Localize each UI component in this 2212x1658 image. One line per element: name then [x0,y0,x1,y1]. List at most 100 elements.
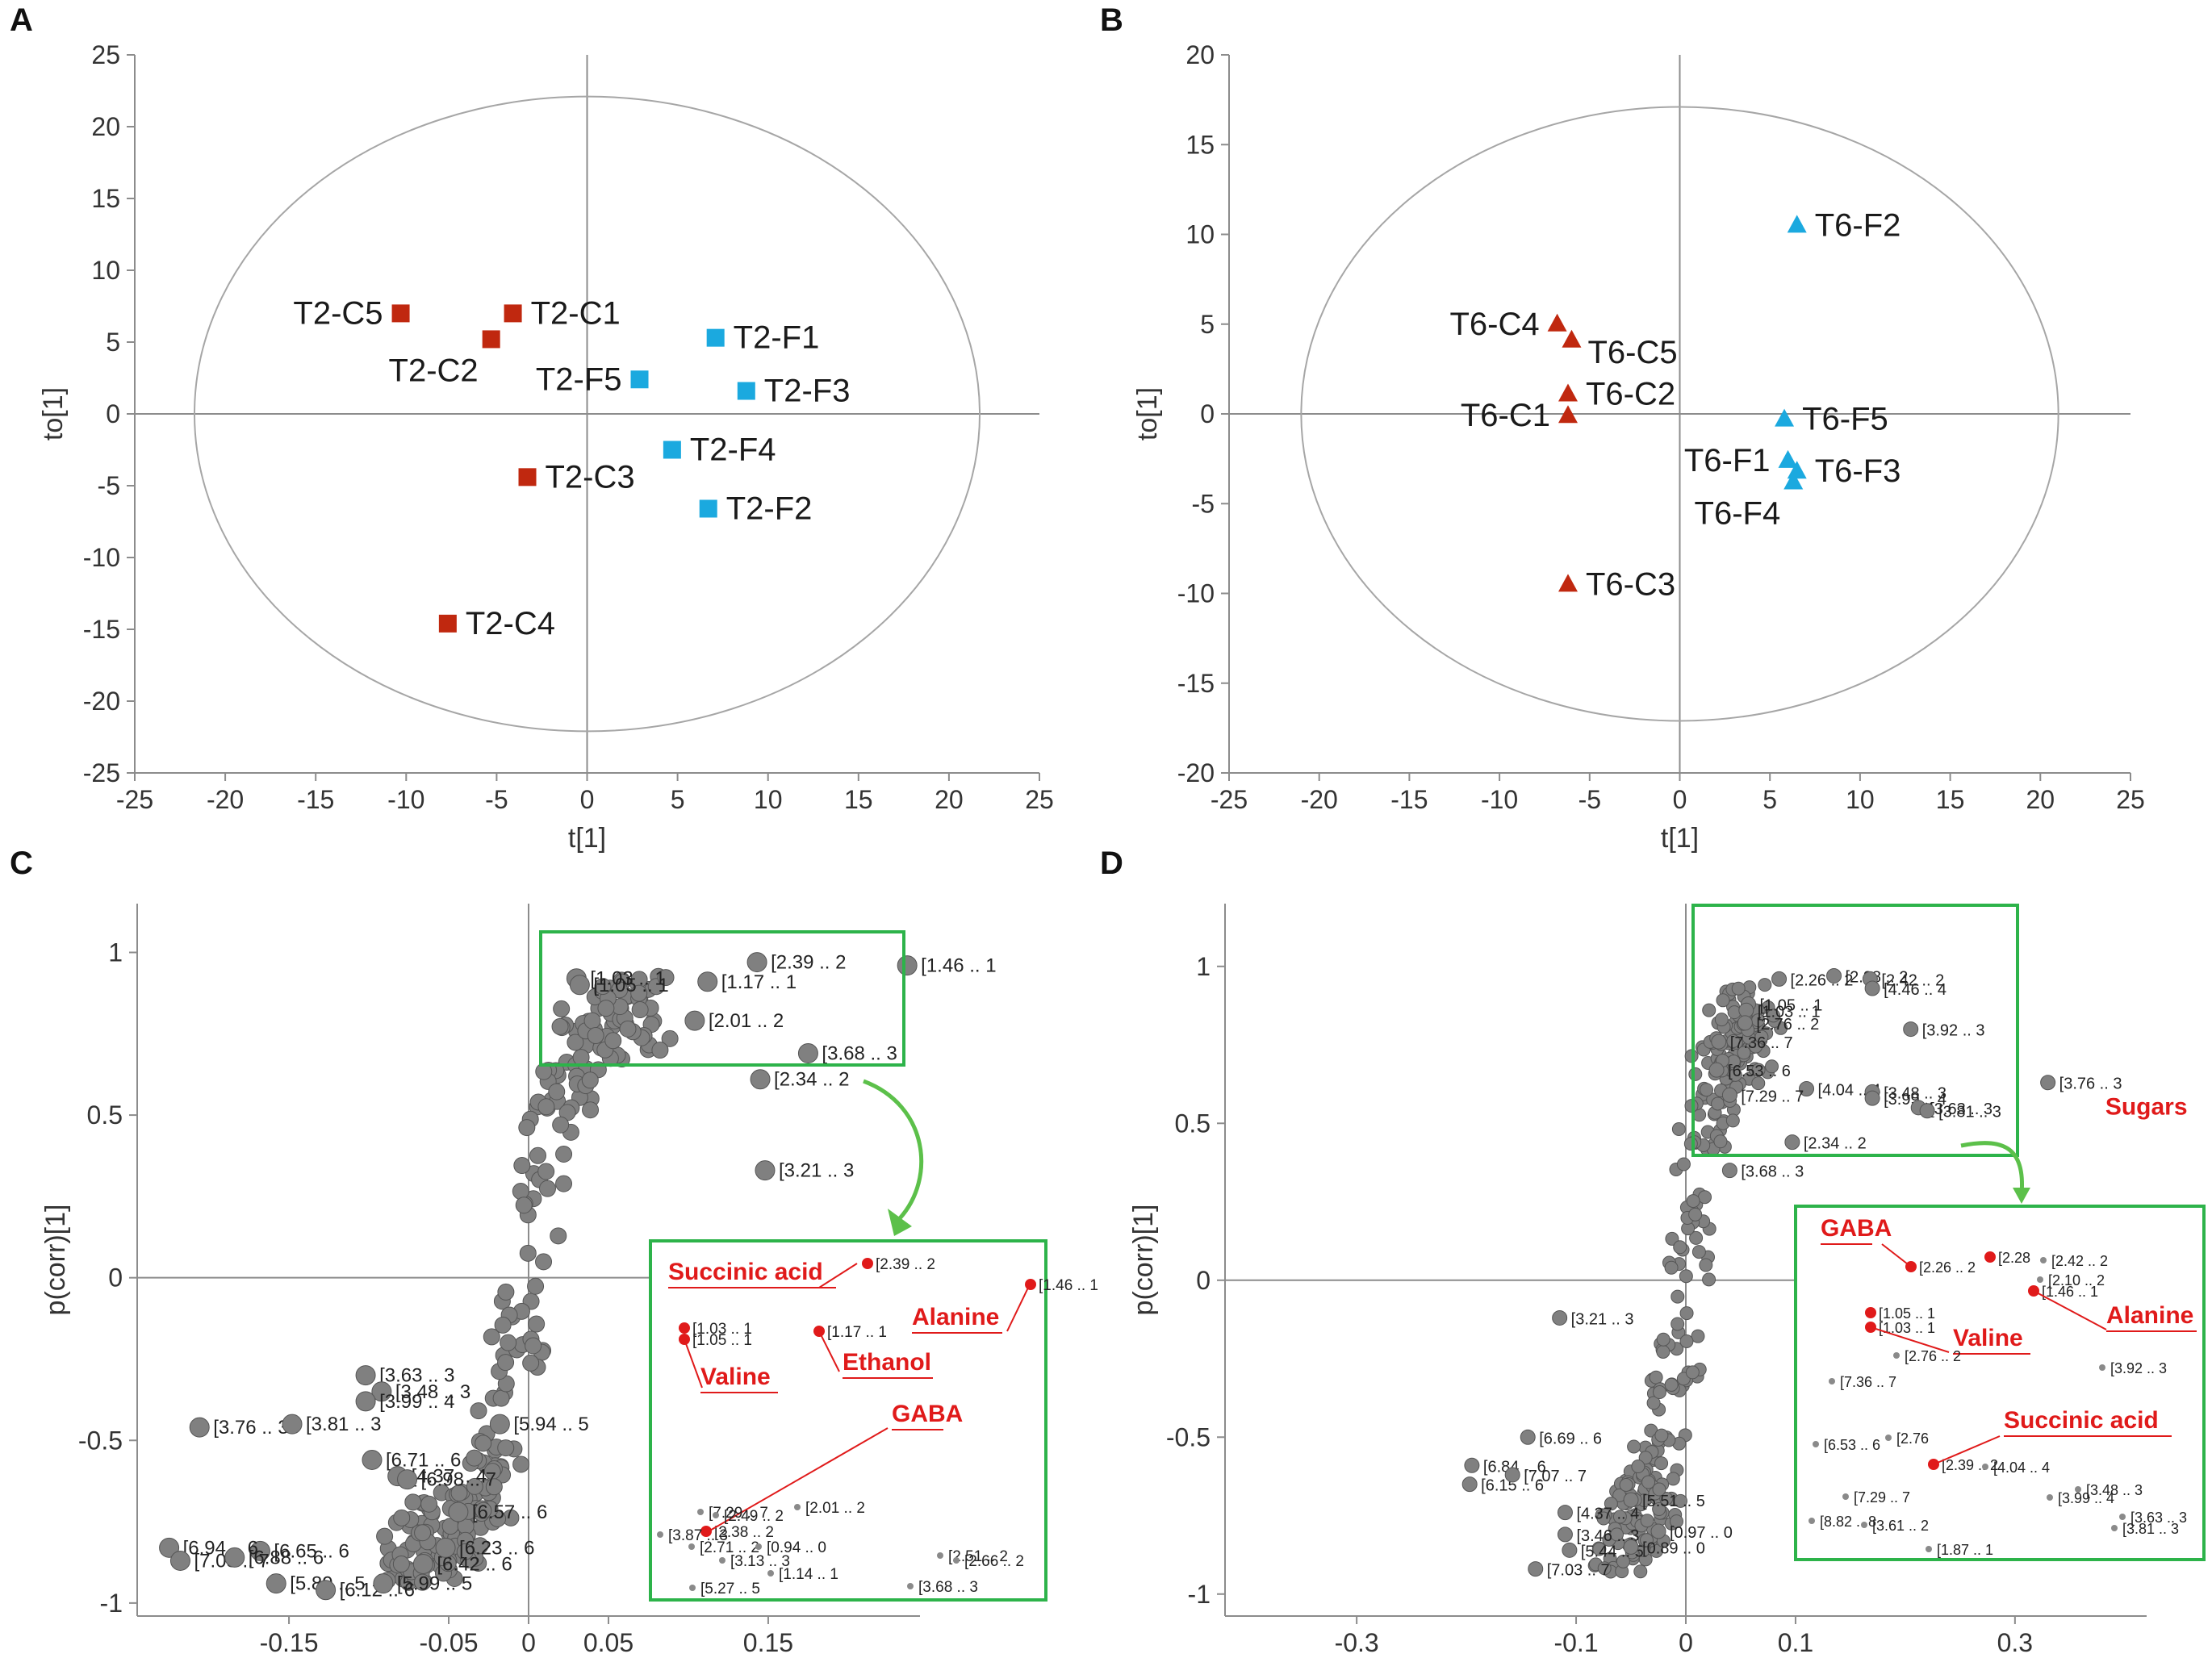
loading-point [611,981,629,999]
loading-label: [4.37 .. 4 [1576,1506,1639,1523]
inset-point-label: [2.01 .. 2 [805,1500,865,1517]
inset-point-1-05-1 [679,1334,690,1345]
loading-label: [4.04 .. 4 [1818,1082,1881,1100]
loading-label: [5.51 .. 5 [1642,1493,1705,1510]
loading-point-6-71-6 [362,1449,383,1470]
loading-point [1592,1542,1607,1556]
score-label-t2-c1: T2-C1 [531,295,621,331]
inset-point-label: [3.81 .. 3 [2122,1521,2179,1537]
loading-point [519,1244,537,1262]
loading-point [1751,1063,1766,1077]
loading-point [1633,1564,1648,1579]
loading-label: [1.05 .. 1 [1759,996,1822,1014]
x-tick-label: -20 [1301,785,1338,814]
score-point-t2-f3 [737,382,755,400]
x-tick-label: 0.05 [583,1628,633,1657]
score-point-t2-c5 [391,304,410,323]
score-point-t2-c2 [482,330,500,349]
y-tick-label: 0 [1196,1266,1211,1295]
loading-point [553,1000,571,1017]
loading-point [1673,1493,1687,1508]
score-point-t2-f5 [630,370,649,389]
inset-point-2-38-2 [700,1526,712,1537]
loading-point [494,1316,512,1334]
compound-label-gaba: GABA [892,1401,963,1427]
y-tick-label: 5 [1200,310,1215,339]
loading-point [492,1389,510,1407]
loading-point-7-07-7 [1504,1467,1520,1483]
panel-letter-d: D [1100,846,1123,881]
loading-point-1-46-1 [897,955,918,976]
loading-point-5-51-5 [1623,1492,1639,1508]
loading-point-2-26-2 [1771,971,1788,987]
loading-point-6-23-6 [435,1537,456,1558]
inset-point-label: [2.42 .. 2 [2051,1253,2108,1269]
loading-point [1656,1344,1670,1359]
inset-point-label: [4.04 .. 4 [1993,1460,2050,1476]
loading-point [552,1116,570,1134]
score-point-t2-c1 [504,304,522,323]
y-axis-label: p(corr)[1] [1128,1205,1159,1316]
inset-point-label: [3.63 .. 3 [2130,1510,2187,1526]
inset-box [649,1239,1047,1602]
x-tick-label: -0.15 [260,1628,319,1657]
inset-point-2-28 [1984,1251,1996,1263]
loading-point-6-88-6 [224,1547,245,1568]
loading-point [404,1493,422,1511]
loading-point [1631,1460,1645,1474]
y-tick-label: 10 [1185,220,1215,249]
loading-point [651,1042,669,1059]
inset-point-2-39-2 [862,1258,873,1269]
loading-point [1685,1365,1700,1380]
inset-point-2-51-2 [937,1552,943,1559]
loading-point [420,1495,438,1513]
score-point-t2-f1 [706,328,725,347]
loading-label: [6.94 .. 6 [183,1537,258,1559]
inset-point-label: [1.87 .. 1 [1937,1542,1993,1558]
y-tick-label: -5 [1192,489,1215,518]
loading-point [1616,1554,1630,1568]
x-tick-label: -0.05 [420,1628,479,1657]
loading-label: [1.03 .. 1 [590,968,665,990]
loading-point-0-97-0 [1650,1523,1666,1539]
loading-point [661,1029,679,1047]
x-tick-label: 15 [844,785,873,814]
score-label-t6-c1: T6-C1 [1461,398,1550,433]
loading-label: [3.63 .. 3 [379,1365,454,1387]
inset-point-label: [3.48 .. 3 [2086,1482,2143,1498]
loading-point [582,1101,600,1119]
loading-point [1640,1514,1654,1528]
x-tick-label: -0.1 [1553,1628,1598,1657]
loading-point [1683,1137,1698,1151]
loading-point [1716,993,1730,1008]
inset-point-label: [2.26 .. 2 [1919,1259,1976,1276]
score-point-t6-f4 [1783,471,1804,490]
loading-point [483,1328,500,1346]
y-tick-label: 15 [1185,130,1215,159]
loading-point [619,1020,637,1038]
loading-point-7-36-7 [1711,1034,1727,1050]
panel-b: B-25 -20 -15 -10 -5 0 5 10 15 20 2520151050-5-10-1… [1100,2,2145,854]
loading-label: [3.48 .. 3 [1884,1084,1946,1102]
inset-point-3-13-3 [719,1557,725,1564]
loading-label: [2.34 .. 2 [1804,1135,1867,1153]
loading-label: [3.68 .. 3 [822,1042,897,1064]
loading-point [518,1119,536,1137]
hotelling-ellipse [1300,106,2059,722]
loading-label: [3.99 .. 4 [379,1391,454,1413]
loading-point-3-68-3 [797,1042,818,1063]
inset-point-1-03-1 [679,1322,690,1334]
inset-point-label: [3.68 .. 3 [918,1579,978,1596]
panel-letter-c: C [10,846,33,881]
inset-point-3-81-3 [2111,1525,2118,1531]
loading-point [1654,1456,1669,1471]
inset-point-label: [3.92 .. 3 [2110,1360,2167,1376]
loading-label: [4.37 .. 4 [412,1466,487,1488]
inset-point-label: [3.99 .. 4 [2058,1490,2114,1506]
loading-point-7-08-7 [169,1550,190,1571]
inset-point-label: [1.05 .. 1 [692,1332,752,1349]
compound-label-valine: Valine [700,1364,771,1390]
loading-label: [6.42 .. 6 [437,1553,512,1575]
loading-point [555,1145,573,1163]
inset-point-3-61-2 [1861,1522,1867,1528]
